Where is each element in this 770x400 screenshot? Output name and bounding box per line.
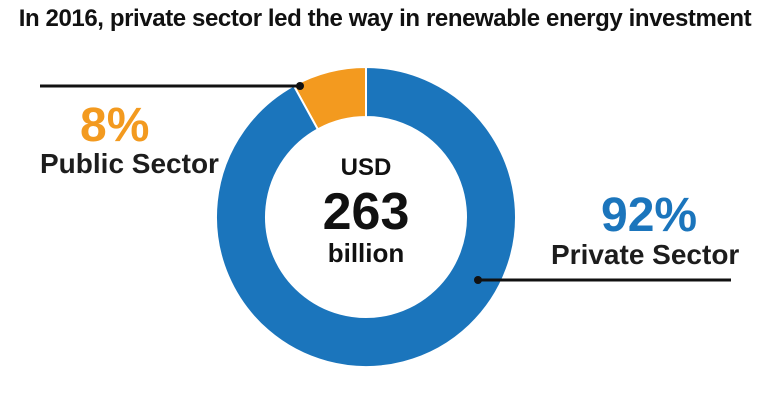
center-currency-label: USD: [340, 154, 392, 181]
private-leader-line: [474, 276, 731, 284]
public-percent-label: 8%: [80, 99, 150, 152]
center-total-value: 263: [322, 183, 410, 241]
chart-title: In 2016, private sector led the way in r…: [18, 5, 752, 32]
private-sector-label: Private Sector: [551, 239, 740, 270]
donut-slice-private: [215, 65, 517, 368]
center-unit-label: billion: [327, 238, 405, 268]
public-sector-label: Public Sector: [40, 148, 219, 179]
public-leader-line: [40, 82, 304, 90]
private-percent-label: 92%: [601, 189, 698, 242]
donut-slices: [215, 65, 517, 368]
